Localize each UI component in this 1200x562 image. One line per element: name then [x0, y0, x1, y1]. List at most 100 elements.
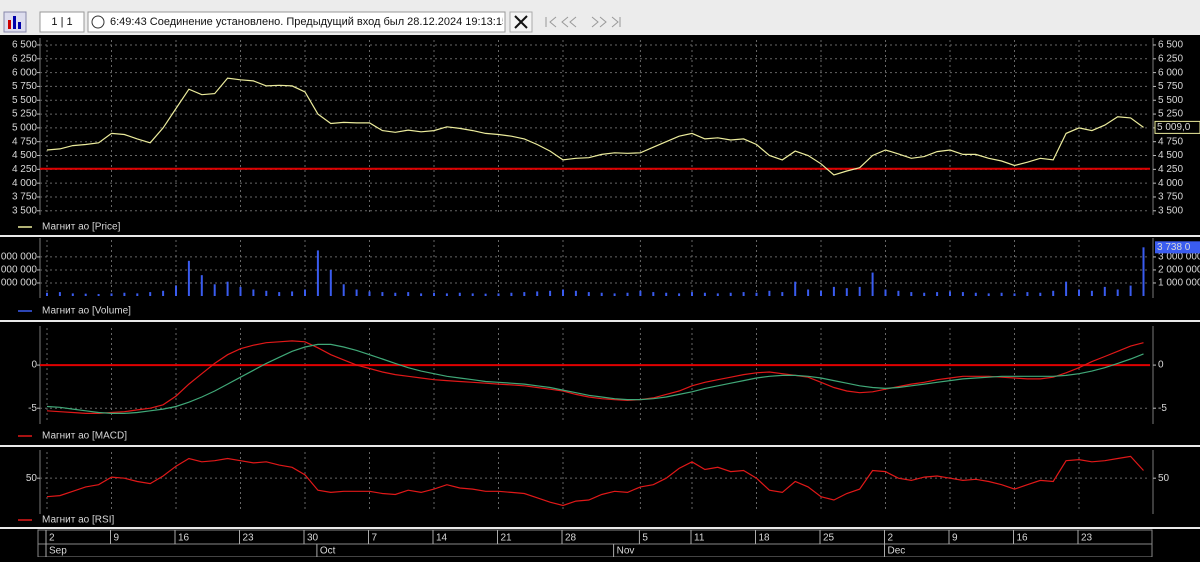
volume-bar	[497, 293, 500, 296]
volume-bar	[1026, 292, 1029, 296]
volume-bar	[549, 290, 552, 296]
y-tick-label: 3 500	[12, 205, 37, 216]
x-tick-label: 21	[501, 533, 513, 544]
volume-bar	[936, 292, 939, 296]
x-tick-label: 23	[1081, 533, 1093, 544]
series-line	[46, 340, 1144, 414]
icon	[18, 22, 21, 29]
volume-bar	[923, 292, 926, 296]
volume-bar	[871, 272, 874, 296]
nav-arrows[interactable]	[545, 16, 621, 28]
volume-bar	[213, 284, 216, 296]
y-tick-label: 50	[1158, 473, 1170, 484]
volume-bar	[149, 292, 152, 296]
charts: 3 500 3 500 3 750 3 750 4 000 4 000 4 250 4 250…	[0, 38, 1200, 558]
volume-bar	[329, 269, 332, 296]
page-indicator: 1 | 1	[51, 16, 72, 28]
x-tick-label: 2	[49, 533, 55, 544]
volume-bar	[562, 289, 564, 296]
y-tick-label: 6 000	[1158, 67, 1183, 78]
volume-bar	[626, 292, 629, 296]
volume-bar	[1116, 289, 1119, 296]
x-tick-label: 9	[952, 533, 958, 544]
x-tick-label: 28	[565, 533, 577, 544]
volume-bar	[987, 293, 990, 296]
volume-bar	[974, 292, 977, 296]
y-tick-label: 1 000 000	[0, 278, 37, 289]
x-tick-label: 9	[114, 533, 120, 544]
volume-bar	[961, 292, 964, 296]
volume-bar	[832, 286, 835, 296]
y-tick-label: 4 500	[1158, 150, 1183, 161]
volume-bar	[1129, 285, 1132, 296]
volume-bar	[136, 293, 139, 296]
volume-bar	[807, 289, 810, 296]
volume-bar	[420, 293, 423, 296]
volume-bar	[355, 289, 358, 296]
volume-bar	[58, 292, 61, 296]
volume-bar	[665, 292, 668, 296]
legend-label: Магнит ао [MACD]	[42, 431, 127, 442]
volume-bar	[755, 292, 758, 296]
y-tick-label: 4 000	[12, 178, 37, 189]
page-box[interactable]	[39, 11, 85, 33]
y-tick-label: 4 750	[12, 136, 37, 147]
volume-bar	[949, 291, 951, 296]
x-tick-label: 7	[372, 533, 378, 544]
volume-bar	[1013, 293, 1016, 296]
volume-bar	[278, 292, 281, 296]
volume-bar	[1103, 286, 1106, 296]
volume-bar	[884, 289, 887, 296]
volume-bar	[691, 292, 693, 296]
y-tick-label: -5	[1158, 403, 1167, 414]
y-tick-label: 3 000 000	[0, 252, 37, 263]
volume-bar	[845, 288, 848, 296]
month-label: Nov	[617, 546, 635, 557]
y-tick-label: 5 250	[12, 109, 37, 120]
y-tick-label: 6 250	[1158, 53, 1183, 64]
legend-label: Магнит ао [Volume]	[42, 306, 131, 317]
volume-bar	[252, 289, 255, 296]
volume-bar	[716, 293, 719, 296]
volume-bar	[574, 290, 577, 296]
month-label: Oct	[320, 546, 336, 557]
y-tick-label: 0	[1158, 360, 1164, 371]
y-tick-label: 6 500	[1158, 40, 1183, 51]
volume-bar	[820, 290, 822, 296]
volume-bar	[1142, 247, 1145, 296]
volume-bar	[471, 293, 474, 296]
volume-bar	[97, 294, 100, 296]
y-tick-label: 5 750	[1158, 81, 1183, 92]
y-tick-label: 5 250	[1158, 109, 1183, 120]
x-tick-label: 2	[888, 533, 894, 544]
y-tick-label: -5	[28, 403, 37, 414]
y-tick-label: 1 000 000	[1158, 278, 1200, 289]
volume-bar	[510, 292, 513, 296]
y-tick-label: 3 500	[1158, 205, 1183, 216]
x-tick-label: 14	[436, 533, 448, 544]
toolbar: 1 | 1 6:49:43 Соединение установлено. Пр…	[0, 0, 1200, 35]
legend-label: Магнит ао [RSI]	[42, 515, 114, 526]
y-tick-label: 5 500	[1158, 95, 1183, 106]
volume-bar	[678, 293, 681, 296]
x-tick-label: 5	[642, 533, 648, 544]
status-text: 6:49:43 Соединение установлено. Предыдущ…	[110, 16, 515, 28]
volume-bar	[794, 281, 797, 296]
y-tick-label: 6 000	[12, 67, 37, 78]
volume-bar	[1039, 292, 1042, 296]
y-tick-label: 4 250	[1158, 164, 1183, 175]
y-tick-label: 3 000 000	[1158, 252, 1200, 263]
last-value-label: 3 738 0	[1157, 242, 1191, 253]
volume-bar	[394, 292, 397, 296]
y-tick-label: 5 000	[12, 123, 37, 134]
legend-label: Магнит ао [Price]	[42, 222, 121, 233]
y-tick-label: 4 500	[12, 150, 37, 161]
status-box	[87, 11, 506, 33]
volume-bar	[304, 289, 306, 296]
volume-bar	[613, 293, 616, 296]
volume-bar	[110, 293, 113, 296]
volume-bar	[226, 281, 229, 296]
volume-bar	[291, 291, 294, 296]
